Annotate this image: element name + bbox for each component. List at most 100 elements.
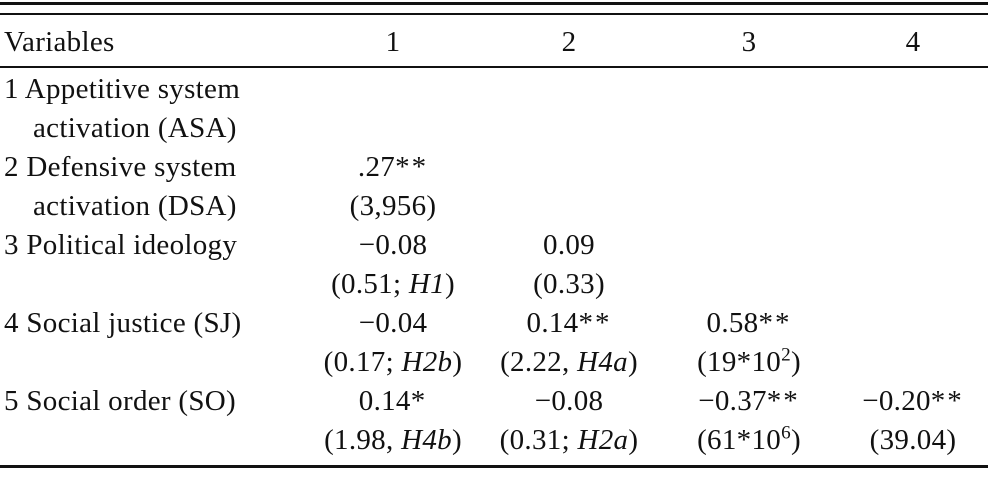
hypothesis-label: H1 (408, 268, 445, 300)
table-row-ideology: 3 Political ideology −0.08 (0.51; H1) 0.… (0, 226, 988, 304)
value-number: 0.14 (358, 385, 411, 417)
table-row-asa: 1 Appetitive system activation (ASA) (0, 67, 988, 148)
correlation-value: −0.20** (838, 382, 988, 421)
empty-cell (660, 148, 838, 226)
stat-superscript: 2 (781, 344, 791, 366)
significance-stars: ** (758, 307, 792, 339)
empty-cell (478, 148, 660, 226)
cell-ideology-1: −0.08 (0.51; H1) (308, 226, 478, 304)
stat-pre: (1.98, (324, 424, 402, 456)
value-number: −0.08 (534, 385, 604, 417)
correlation-value: .27** (308, 148, 478, 187)
significance-stars: ** (578, 307, 612, 339)
correlation-value: 0.58** (660, 304, 838, 343)
significance-stars: ** (395, 151, 429, 183)
variable-label-dsa: 2 Defensive system activation (DSA) (0, 148, 308, 226)
cell-so-3: −0.37** (61*106) (660, 382, 838, 467)
cell-dsa-1: .27** (3,956) (308, 148, 478, 226)
cell-sj-2: 0.14** (2.22, H4a) (478, 304, 660, 382)
stat-post: ) (627, 346, 638, 378)
cell-so-1: 0.14* (1.98, H4b) (308, 382, 478, 467)
stat-value: (2.22, H4a) (478, 343, 660, 382)
stat-pre: (2.22, (500, 346, 578, 378)
stat-pre: (19*10 (697, 346, 782, 378)
table-body: 1 Appetitive system activation (ASA) 2 D… (0, 67, 988, 467)
stat-pre: (61*10 (697, 424, 782, 456)
table-row-social-order: 5 Social order (SO) 0.14* (1.98, H4b) −0… (0, 382, 988, 467)
top-rule-outer (0, 2, 988, 5)
correlation-value: −0.08 (308, 226, 478, 265)
correlation-matrix: Variables 1 2 3 4 1 Appetitive system ac… (0, 15, 988, 468)
stat-pre: (3,956) (349, 190, 437, 222)
stat-value: (39.04) (838, 421, 988, 460)
cell-ideology-2: 0.09 (0.33) (478, 226, 660, 304)
cell-so-2: −0.08 (0.31; H2a) (478, 382, 660, 467)
label-line-1: 2 Defensive system (4, 151, 237, 183)
value-number: −0.20 (862, 385, 931, 417)
correlation-value: 0.14** (478, 304, 660, 343)
hypothesis-label: H4b (401, 424, 452, 456)
correlation-value: 0.09 (478, 226, 660, 265)
value-number: −0.37 (698, 385, 767, 417)
variable-label-social-justice: 4 Social justice (SJ) (0, 304, 308, 382)
empty-cell (838, 67, 988, 148)
correlation-value: −0.04 (308, 304, 478, 343)
value-number: 0.14 (526, 307, 579, 339)
header-row: Variables 1 2 3 4 (0, 15, 988, 68)
header-col-1: 1 (308, 15, 478, 68)
header-col-3: 3 (660, 15, 838, 68)
value-number: −0.04 (358, 307, 428, 339)
label-line-1: 3 Political ideology (4, 229, 238, 261)
stat-pre: (0.33) (533, 268, 605, 300)
hypothesis-label: H2a (577, 424, 629, 456)
stat-value: (3,956) (308, 187, 478, 226)
value-number: 0.09 (543, 229, 595, 261)
value-number: 0.58 (706, 307, 759, 339)
empty-cell (838, 226, 988, 304)
variable-label-social-order: 5 Social order (SO) (0, 382, 308, 467)
stat-post: ) (452, 346, 463, 378)
stat-value: (0.51; H1) (308, 265, 478, 304)
hypothesis-label: H4a (577, 346, 628, 378)
stat-post: ) (444, 268, 455, 300)
stat-post: ) (790, 346, 801, 378)
stat-post: ) (451, 424, 462, 456)
stat-pre: (0.17; (323, 346, 402, 378)
stat-post: ) (790, 424, 801, 456)
empty-cell (308, 67, 478, 148)
header-col-4: 4 (838, 15, 988, 68)
stat-value: (0.31; H2a) (478, 421, 660, 460)
empty-cell (660, 67, 838, 148)
table-row-social-justice: 4 Social justice (SJ) −0.04 (0.17; H2b) … (0, 304, 988, 382)
empty-cell (660, 226, 838, 304)
stat-pre: (39.04) (869, 424, 957, 456)
correlation-value: −0.37** (660, 382, 838, 421)
correlation-table: Variables 1 2 3 4 1 Appetitive system ac… (0, 2, 988, 468)
stat-superscript: 6 (781, 422, 791, 444)
header-variables: Variables (0, 15, 308, 68)
significance-stars: ** (930, 385, 964, 417)
stat-pre: (0.31; (499, 424, 578, 456)
stat-value: (19*102) (660, 343, 838, 382)
header-col-2: 2 (478, 15, 660, 68)
empty-cell (478, 67, 660, 148)
stat-value: (0.33) (478, 265, 660, 304)
label-line-2: activation (ASA) (33, 112, 237, 144)
stat-value: (1.98, H4b) (308, 421, 478, 460)
variable-label-ideology: 3 Political ideology (0, 226, 308, 304)
stat-value: (61*106) (660, 421, 838, 460)
value-number: −0.08 (358, 229, 428, 261)
value-number: .27 (357, 151, 396, 183)
stat-post: ) (628, 424, 639, 456)
top-rule-inner (0, 13, 988, 15)
significance-stars: * (410, 385, 428, 417)
cell-sj-1: −0.04 (0.17; H2b) (308, 304, 478, 382)
cell-sj-3: 0.58** (19*102) (660, 304, 838, 382)
label-line-1: 1 Appetitive system (4, 73, 241, 105)
label-line-1: 5 Social order (SO) (4, 385, 237, 417)
table-header: Variables 1 2 3 4 (0, 15, 988, 68)
empty-cell (838, 148, 988, 226)
stat-value: (0.17; H2b) (308, 343, 478, 382)
significance-stars: ** (766, 385, 800, 417)
label-line-1: 4 Social justice (SJ) (4, 307, 242, 339)
